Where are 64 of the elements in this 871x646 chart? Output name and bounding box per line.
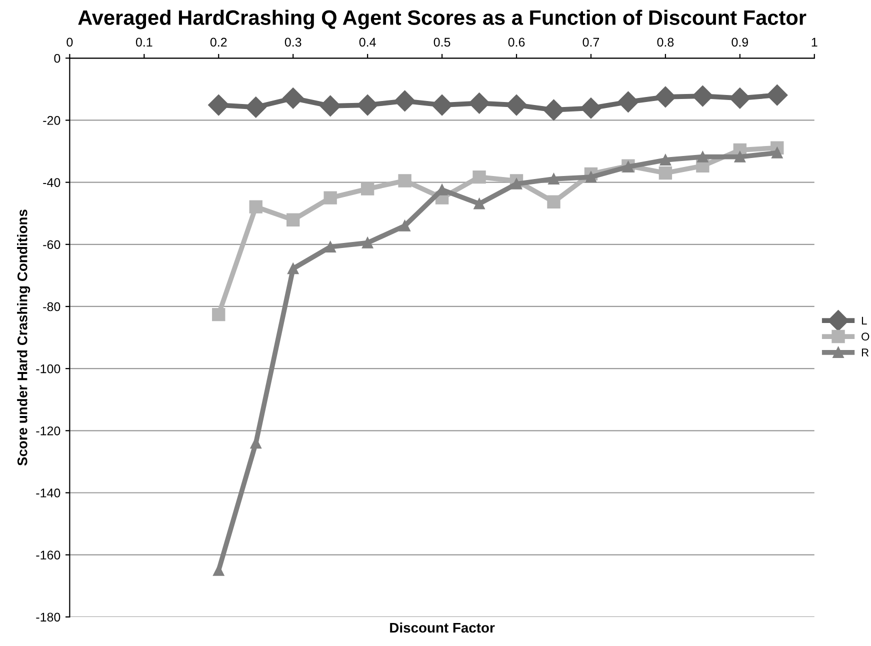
y-tick-label: -180 (36, 612, 60, 622)
point (468, 92, 490, 114)
legend-label: R (862, 348, 869, 356)
y-axis-title: Score under Hard Crashing Conditions (17, 210, 30, 466)
point (506, 94, 528, 116)
x-tick-label: 0.2 (210, 38, 227, 47)
point (245, 96, 266, 118)
point (510, 178, 522, 190)
point (729, 88, 750, 109)
point (360, 182, 374, 196)
x-tick-label: 0 (66, 38, 73, 47)
y-tick-label: -100 (36, 364, 60, 374)
point (432, 94, 453, 116)
point (585, 171, 597, 183)
point (212, 308, 226, 322)
point (618, 91, 639, 112)
point (362, 237, 374, 248)
point (543, 99, 564, 120)
x-tick-label: 0.9 (732, 38, 748, 47)
point (399, 220, 410, 232)
x-tick-label: 0.7 (582, 38, 600, 47)
x-tick-label: 0.5 (434, 38, 450, 47)
point (660, 154, 671, 166)
point (398, 174, 412, 188)
y-tick-label: -80 (43, 302, 60, 312)
point (357, 94, 378, 116)
point (249, 200, 262, 214)
x-axis-title: Discount Factor (390, 622, 495, 633)
point (692, 86, 714, 107)
x-tick-label: 1 (812, 38, 818, 47)
y-tick-label: -140 (36, 488, 60, 498)
y-tick-label: -160 (36, 550, 60, 560)
point (394, 90, 416, 112)
point (208, 94, 230, 116)
legend-label: O (862, 332, 870, 341)
y-tick-label: -60 (43, 240, 60, 250)
x-tick-label: 0.4 (359, 38, 376, 47)
point (548, 173, 560, 184)
y-tick-label: 0 (54, 54, 60, 63)
point (697, 151, 708, 162)
x-tick-label: 0.3 (284, 38, 302, 47)
point (772, 147, 783, 158)
chart-title: Averaged HardCrashing Q Agent Scores as a Function of Discount Factor (78, 10, 806, 30)
point (580, 98, 602, 119)
y-tick-label: -20 (43, 116, 60, 125)
point (472, 170, 486, 184)
y-tick-label: -120 (36, 426, 60, 436)
x-tick-label: 0.1 (136, 38, 152, 47)
point (658, 166, 672, 180)
point (286, 213, 300, 226)
x-tick-label: 0.6 (508, 38, 525, 47)
point (320, 95, 341, 116)
point (474, 198, 485, 210)
point (324, 191, 337, 204)
point (324, 241, 336, 252)
point (734, 151, 746, 162)
legend-label: L (862, 316, 867, 324)
point (547, 195, 560, 208)
point (282, 88, 304, 109)
y-tick-label: -40 (43, 178, 60, 187)
point (654, 86, 676, 108)
point (766, 84, 788, 106)
x-tick-label: 0.8 (657, 38, 674, 47)
point (288, 263, 299, 274)
